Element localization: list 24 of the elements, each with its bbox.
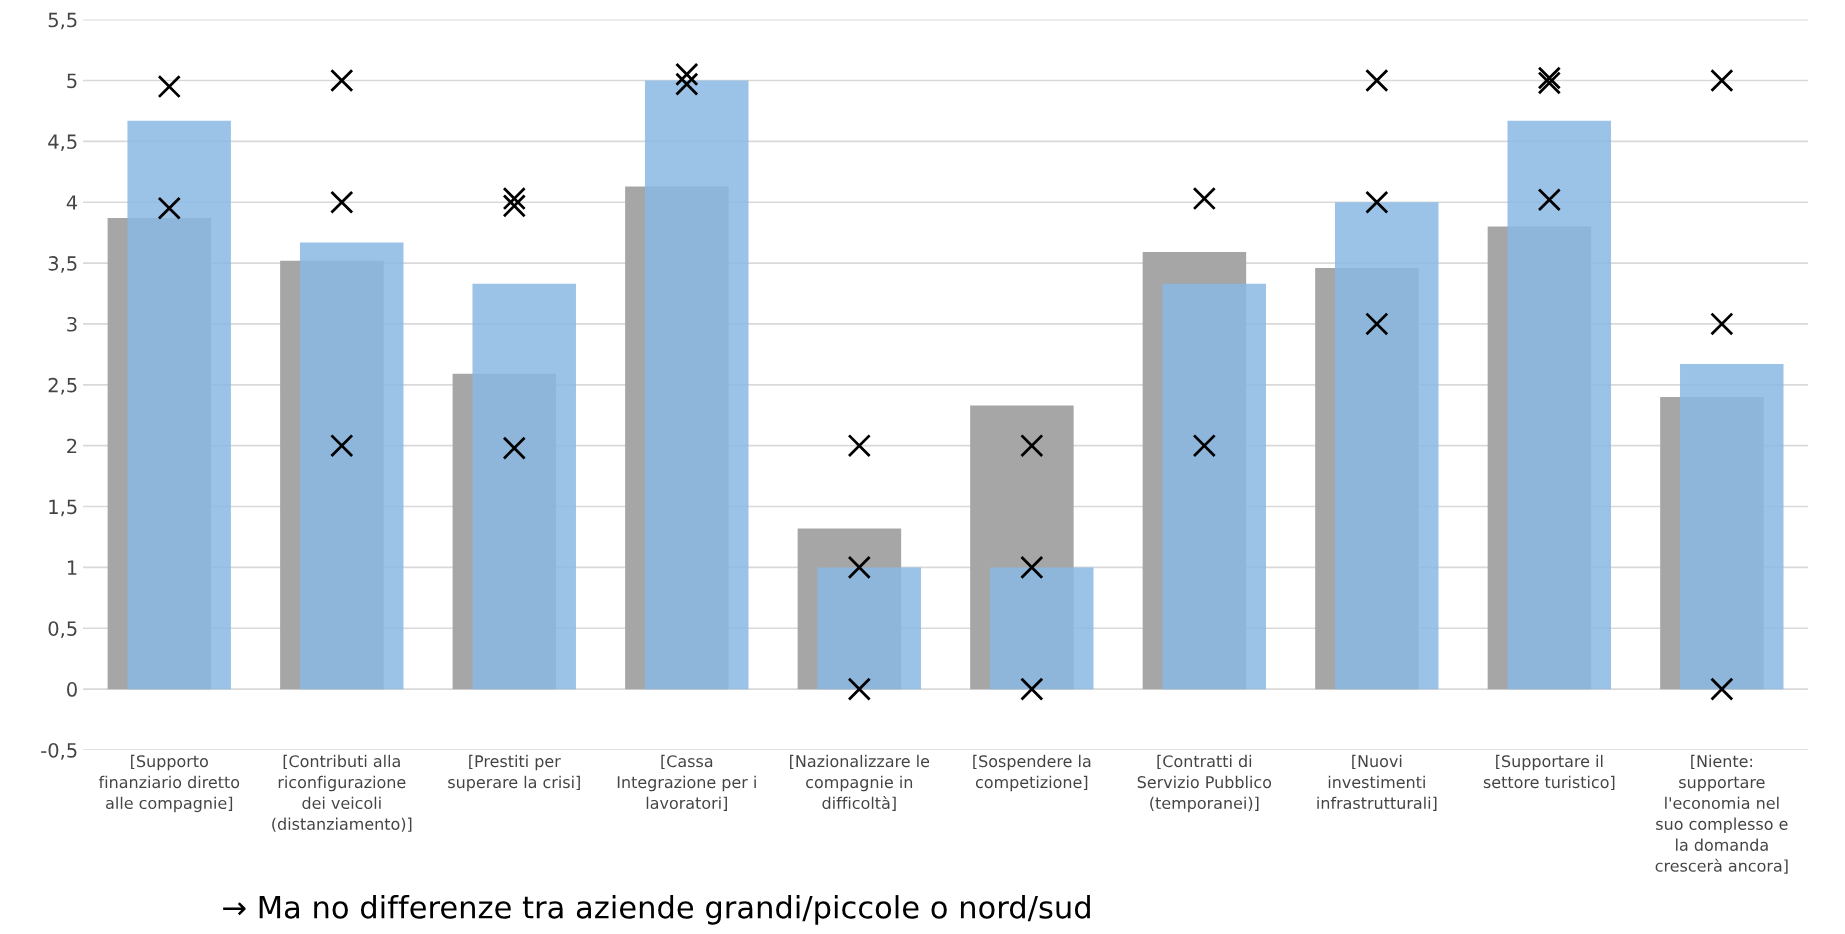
y-tick-label: 2,5 bbox=[48, 377, 77, 395]
x-tick-label: [Nuovi investimenti infrastrutturali] bbox=[1317, 754, 1437, 811]
y-tick-label: -0,5 bbox=[41, 742, 77, 760]
y-tick-label: 4 bbox=[66, 195, 78, 210]
x-tick-label: [Prestiti per superare la crisi] bbox=[448, 754, 580, 792]
y-tick-label: 5,5 bbox=[48, 12, 77, 30]
x-tick-label: [Supportare il settore turistico] bbox=[1483, 754, 1615, 791]
x-tick-label: [Cassa Integrazione per i lavoratori] bbox=[617, 754, 756, 811]
y-tick-label: 1 bbox=[67, 560, 77, 575]
y-tick-label: 0 bbox=[67, 682, 77, 697]
y-tick-label: 4,5 bbox=[48, 134, 77, 151]
y-tick-label: 0,5 bbox=[48, 621, 77, 638]
x-tick-label: [Sospendere la competizione] bbox=[973, 754, 1091, 792]
text: → Ma no differenze tra aziende grandi/piccole o nord/sud bbox=[223, 895, 1090, 925]
y-tick-label: 5 bbox=[67, 73, 77, 89]
x-tick-label: [Contratti di Servizio Pubblico (temporanei)] bbox=[1137, 754, 1272, 813]
x-tick-label: [Supporto finanziario diretto alle compagnie] bbox=[98, 754, 240, 813]
x-tick-label: [Niente: supportare l'economia nel suo complesso e la domanda crescerà ancora] bbox=[1655, 754, 1788, 874]
y-tick-label: 1,5 bbox=[49, 499, 77, 517]
x-tick-label: [Nazionalizzare le compagnie in difficoltà] bbox=[790, 754, 930, 811]
y-tick-label: 2 bbox=[67, 438, 77, 454]
y-tick-label: 3 bbox=[67, 316, 77, 332]
x-tick-label: [Contributi alla riconfigurazione dei veicoli (distanziamento)] bbox=[272, 754, 412, 832]
y-tick-label: 3,5 bbox=[48, 256, 77, 273]
